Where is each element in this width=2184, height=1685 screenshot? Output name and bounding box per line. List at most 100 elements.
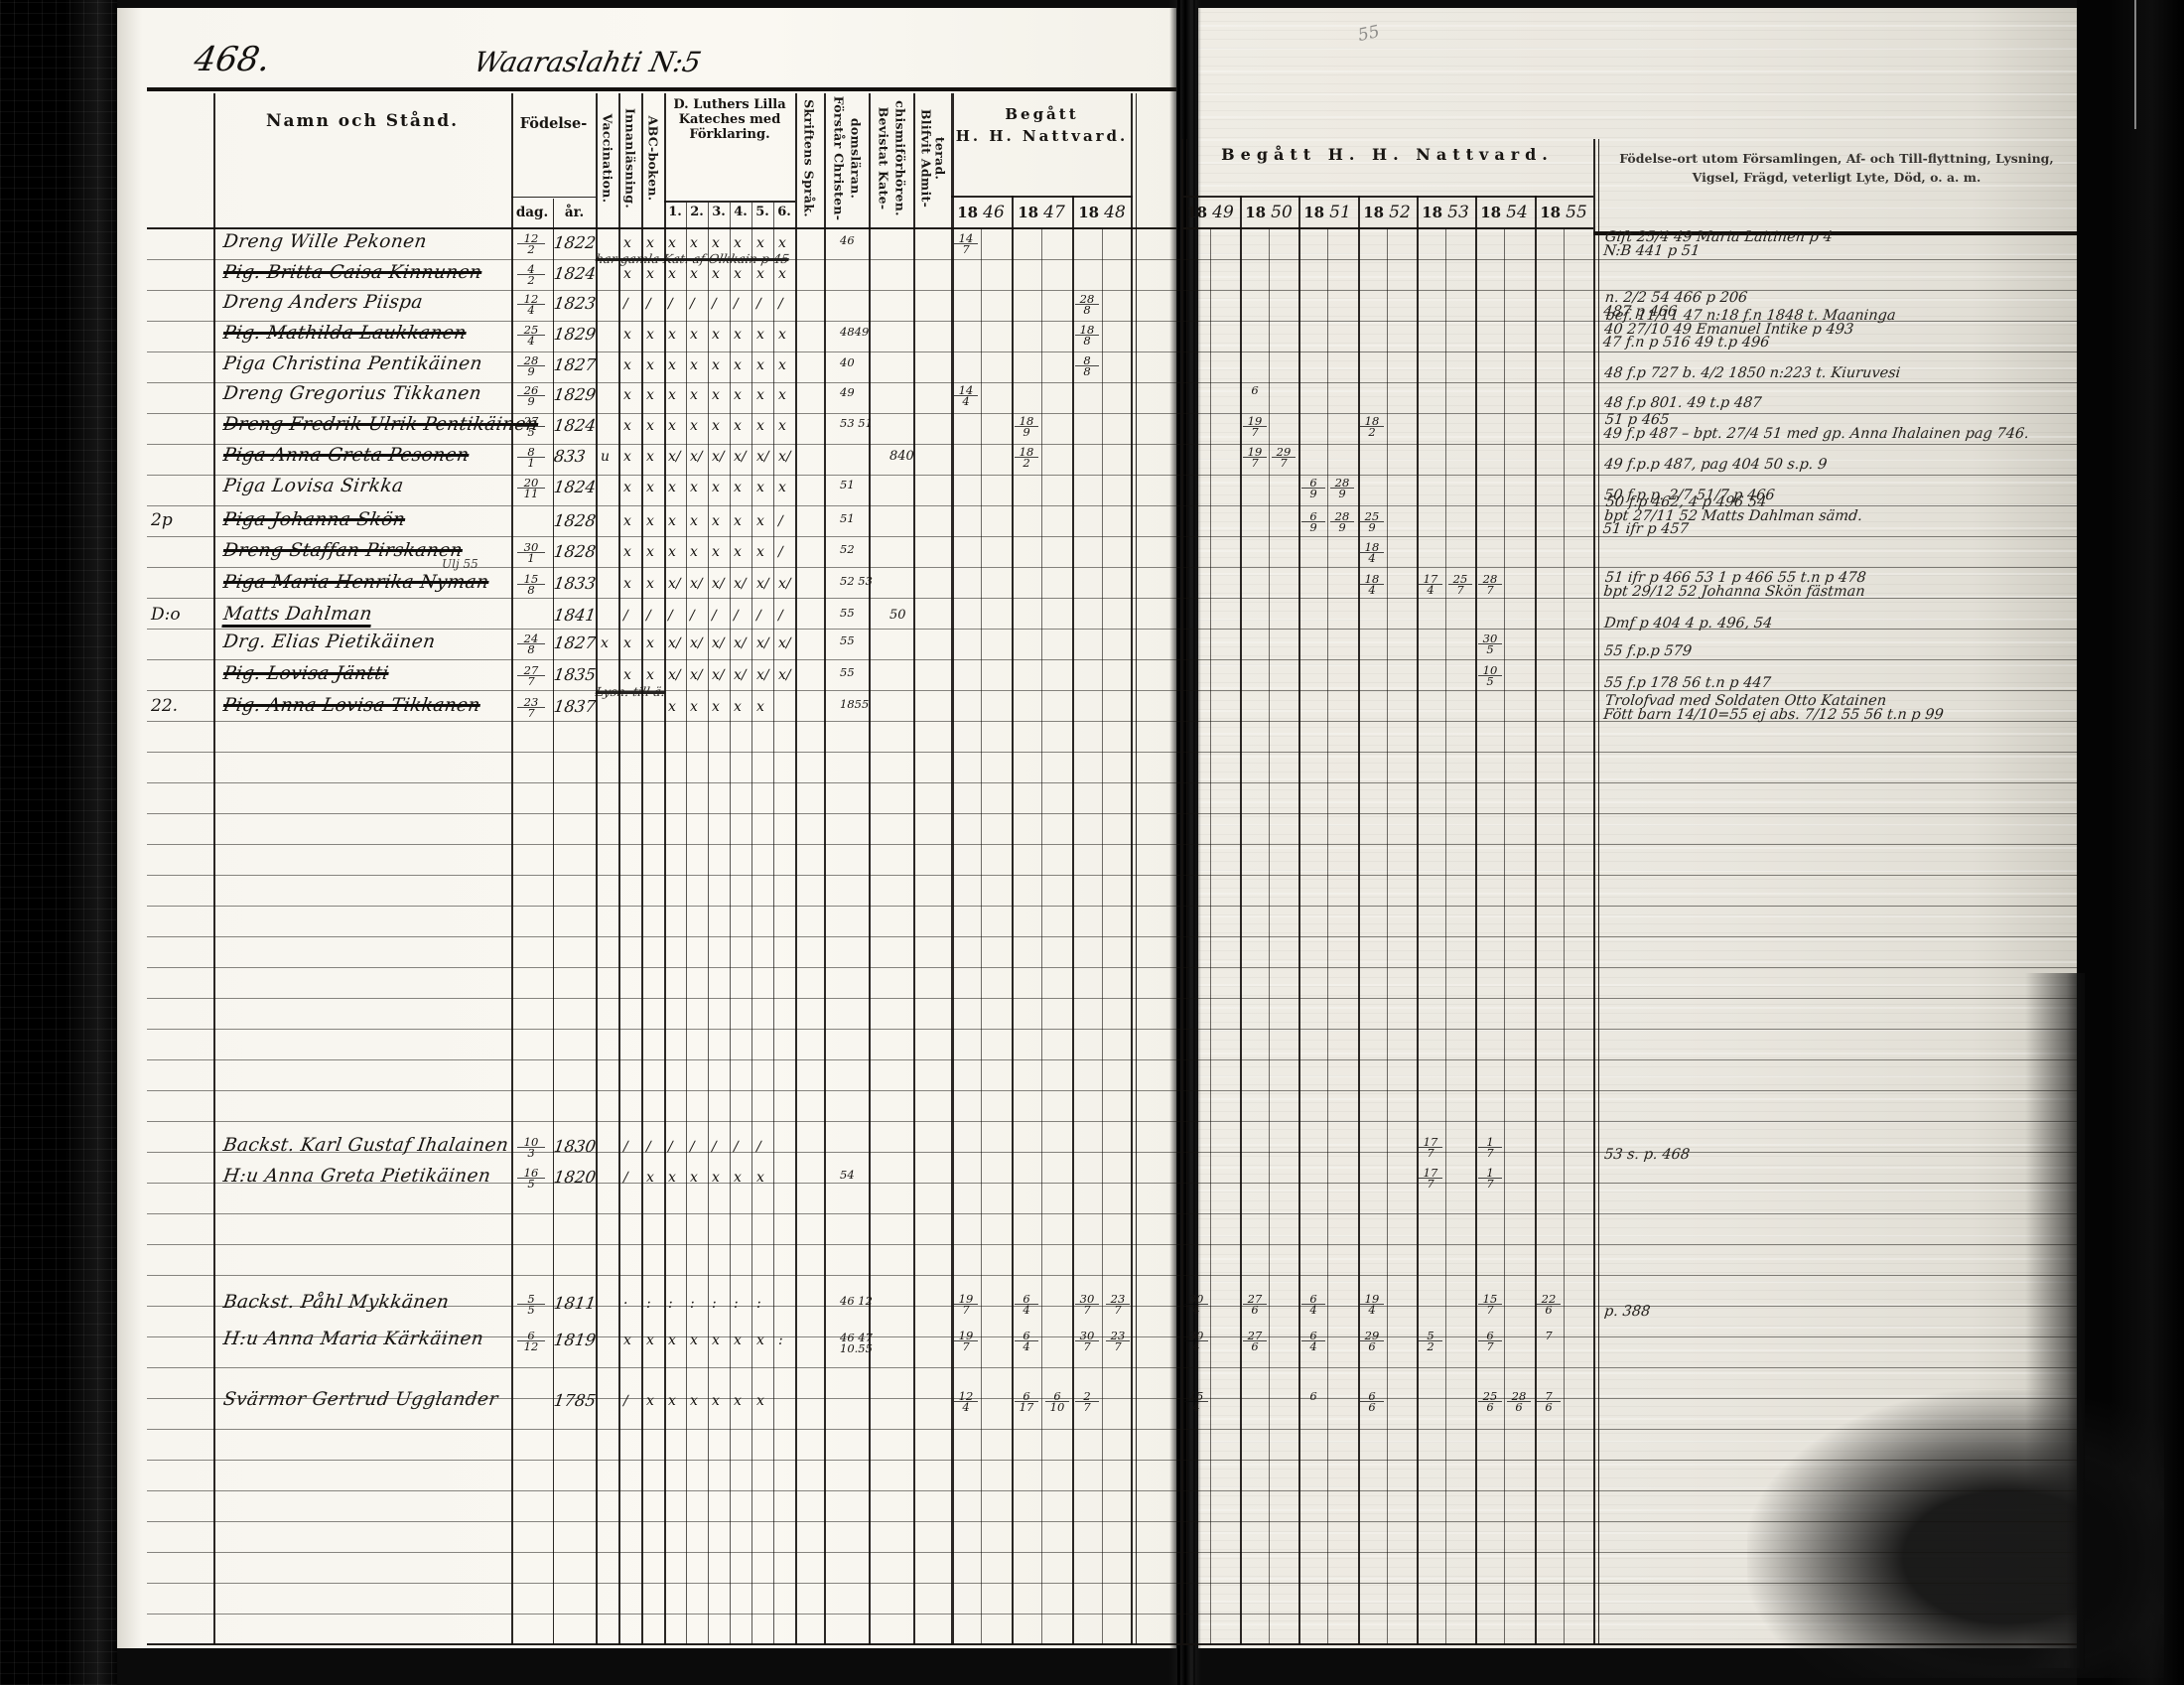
mark: x [646,357,654,373]
mark: x [668,699,676,715]
margin-note: 51 p 465 49 f.p 487 – bpt. 27/4 51 med g… [1602,412,2030,442]
row-margin-mark: 2p [151,510,173,530]
birth-year: 1822 [552,233,598,252]
communion-date: 17 4 [1419,573,1442,596]
mark: x [668,418,676,434]
birth-day: 30 1 [517,541,545,564]
mark: x [756,418,764,434]
communion-date: 18 4 [1360,573,1384,596]
margin-note: Dmf p 404 4 p. 496, 54 [1603,615,1774,632]
rule-line [1131,93,1133,1644]
person-name: Dreng Wille Pekonen [221,231,429,252]
exam-attended-value: 1855 [840,697,870,711]
rule-line [1475,196,1477,1644]
margin-note: 49 f.p.p 487, pag 404 50 s.p. 9 [1603,456,1829,473]
mark: : [778,1333,783,1348]
birth-day: 28 9 [517,354,545,377]
mark: x [690,327,698,343]
row-margin-mark: D:o [151,605,181,625]
rule-line [1387,228,1388,1644]
mark: x [668,235,676,251]
rule-line [913,93,915,1644]
mark: x∕ [690,635,703,651]
communion-date: 19 4 [1360,1293,1384,1316]
marks-annotation: Lysn. till ä. [594,684,667,699]
rule-line [1041,228,1042,1644]
mark: x [668,357,676,373]
col-header-birth: Födelse- [519,115,588,132]
gutter-fold-line [1193,0,1195,1685]
communion-date: 28 9 [1330,510,1354,533]
mark: x [646,544,654,560]
mark: ∕ [778,608,783,624]
mark: x [734,1170,742,1186]
person-name: Pig. Lovisa Jäntti [221,663,390,684]
right-page [1198,8,2077,1648]
rule-line [147,1244,2077,1245]
exam-attended-value: 53 51 [840,416,873,430]
admitted-value: 840 [889,449,914,464]
person-name: Piga Christina Pentikäinen [221,353,484,374]
birth-day: 12 4 [517,293,545,316]
rule-line [708,203,709,1644]
col-header-catechism: D. Luthers Lilla Kateches med Förklaring… [673,97,786,142]
left-page [114,8,1176,1648]
communion-date: 30 7 [1075,1330,1099,1352]
mark: x [734,235,742,251]
mark: x [712,1393,720,1409]
catechism-col-number: 6. [777,205,791,219]
exam-attended-value: 40 [840,355,855,369]
rule-line [147,1306,2077,1307]
communion-date: 10 5 [1478,664,1502,687]
mark: x∕ [668,576,681,592]
rule-line [1210,228,1211,1644]
mark: x [623,576,631,592]
rule-line [1417,196,1419,1644]
mark: x [623,357,631,373]
person-name: Dreng Anders Piispa [221,292,425,313]
year-header: 18 52 [1363,203,1411,222]
mark: x [712,266,720,282]
mark: x∕ [778,449,791,465]
mark: x [623,387,631,403]
col-header-vaccination: Vaccination. [600,113,615,204]
rule-line [147,875,2077,876]
mark: x∕ [734,576,747,592]
margin-note: 51 ifr p 466 53 1 p 466 55 t.n p 478 bpt… [1602,570,1867,600]
mark: x [623,235,631,251]
communion-date: 15 7 [1478,1293,1502,1316]
birth-day: 16 5 [517,1167,545,1190]
communion-date: 18 9 [1015,415,1038,438]
birth-day: 27 7 [517,664,545,687]
rule-line [1593,139,1595,1644]
col-header-script-language: Skriftens Språk. [801,99,817,217]
mark: x [623,513,631,529]
mark: : [756,1296,761,1312]
rule-line [147,813,2077,814]
mark: ∕ [734,608,739,624]
scan-smudge [2025,973,2085,1668]
communion-date: 28 8 [1075,293,1099,316]
rule-line [213,93,215,1644]
mark: x [756,480,764,495]
birth-day: 25 4 [517,324,545,347]
birth-day: 26 9 [517,384,545,407]
mark: x [646,327,654,343]
mark: x [623,635,631,651]
mark: x [668,1393,676,1409]
mark: ∕ [690,608,695,624]
rule-line [951,196,1133,198]
birth-year: 1841 [552,606,598,625]
communion-date: 15 4 [1184,1390,1208,1413]
mark: ∕ [690,296,695,312]
mark: x [668,266,676,282]
mark: x [712,327,720,343]
